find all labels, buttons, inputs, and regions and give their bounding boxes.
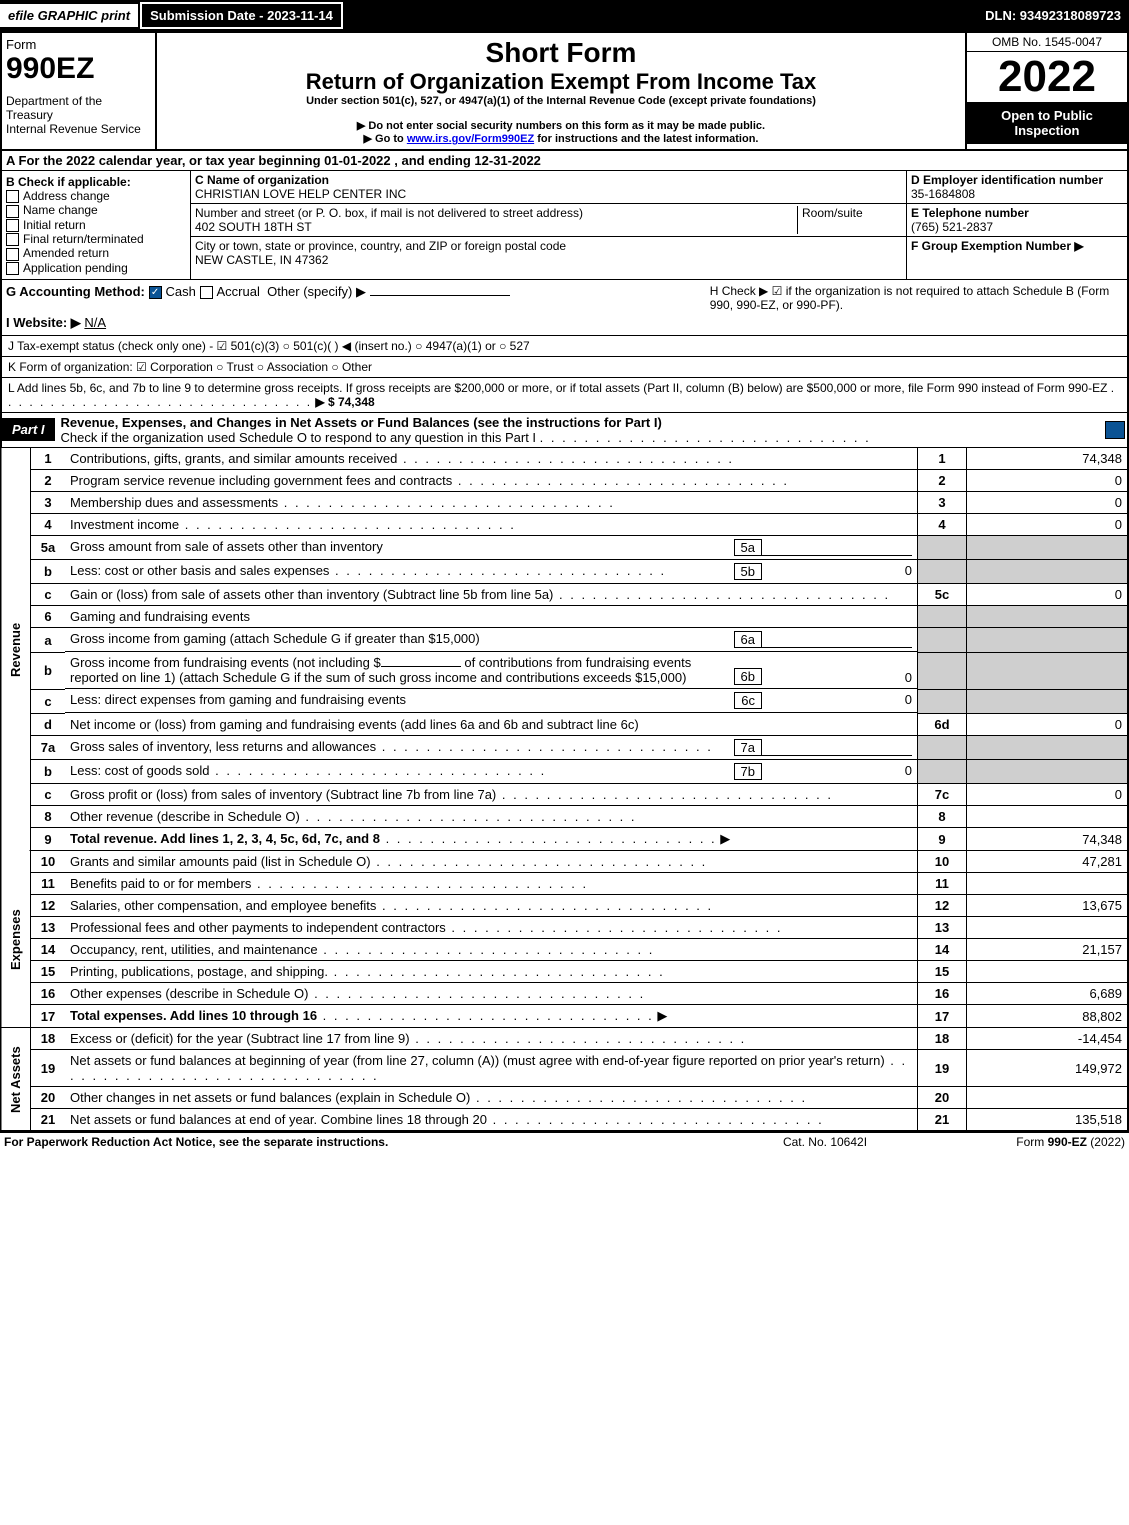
footer-left: For Paperwork Reduction Act Notice, see …: [4, 1135, 725, 1149]
goto-link[interactable]: www.irs.gov/Form990EZ: [407, 133, 534, 145]
dept: Department of the Treasury: [6, 94, 151, 122]
section-def: D Employer identification number 35-1684…: [906, 171, 1127, 279]
opt-name-change[interactable]: Name change: [6, 203, 186, 217]
short-form-title: Short Form: [161, 37, 961, 69]
org-name: CHRISTIAN LOVE HELP CENTER INC: [195, 187, 406, 201]
street-label: Number and street (or P. O. box, if mail…: [195, 206, 583, 220]
revenue-sidebar: Revenue: [1, 448, 31, 851]
goto-line: ▶ Go to www.irs.gov/Form990EZ for instru…: [161, 132, 961, 145]
section-bcd: B Check if applicable: Address change Na…: [0, 171, 1129, 280]
accrual-label: Accrual: [217, 284, 260, 299]
expenses-sidebar: Expenses: [1, 851, 31, 1028]
section-gh: G Accounting Method: ✓ Cash Accrual Other…: [0, 280, 1129, 336]
opt-initial-return[interactable]: Initial return: [6, 218, 186, 232]
lines-table: Revenue 1 Contributions, gifts, grants, …: [0, 448, 1129, 1132]
netassets-sidebar: Net Assets: [1, 1028, 31, 1131]
section-a: A For the 2022 calendar year, or tax yea…: [0, 151, 1129, 171]
schedule-o-checkbox[interactable]: [1105, 421, 1125, 439]
tel-label: E Telephone number: [911, 206, 1029, 220]
under-section: Under section 501(c), 527, or 4947(a)(1)…: [161, 95, 961, 107]
group-label: F Group Exemption Number ▶: [911, 239, 1084, 253]
opt-address-change[interactable]: Address change: [6, 189, 186, 203]
footer-right: Form 990-EZ (2022): [925, 1135, 1125, 1149]
form-header: Form 990EZ Department of the Treasury In…: [0, 33, 1129, 151]
dln: DLN: 93492318089723: [977, 4, 1129, 27]
footer: For Paperwork Reduction Act Notice, see …: [0, 1131, 1129, 1151]
ein: 35-1684808: [911, 187, 975, 201]
opt-final-return[interactable]: Final return/terminated: [6, 232, 186, 246]
section-j: J Tax-exempt status (check only one) - ☑…: [0, 336, 1129, 357]
website: N/A: [84, 315, 106, 330]
cash-label: Cash: [166, 284, 196, 299]
part-1-subtitle: Check if the organization used Schedule …: [61, 430, 537, 445]
other-label: Other (specify) ▶: [267, 284, 366, 299]
open-inspection: Open to Public Inspection: [967, 102, 1127, 144]
efile-label: efile GRAPHIC print: [0, 4, 138, 27]
tel: (765) 521-2837: [911, 220, 993, 234]
room-label: Room/suite: [797, 206, 902, 234]
footer-mid: Cat. No. 10642I: [725, 1135, 925, 1149]
section-b-title: B Check if applicable:: [6, 175, 186, 189]
submission-date: Submission Date - 2023-11-14: [140, 2, 343, 29]
ein-label: D Employer identification number: [911, 173, 1103, 187]
opt-application-pending[interactable]: Application pending: [6, 261, 186, 275]
part-1-header: Part I Revenue, Expenses, and Changes in…: [0, 413, 1129, 448]
form-number: 990EZ: [6, 52, 151, 86]
part-1-label: Part I: [2, 418, 55, 441]
accrual-checkbox[interactable]: [200, 286, 213, 299]
section-k: K Form of organization: ☑ Corporation ○ …: [0, 357, 1129, 378]
return-title: Return of Organization Exempt From Incom…: [161, 69, 961, 95]
no-ssn: ▶ Do not enter social security numbers o…: [161, 119, 961, 132]
part-1-title: Revenue, Expenses, and Changes in Net As…: [61, 415, 662, 430]
irs: Internal Revenue Service: [6, 122, 151, 136]
city-label: City or town, state or province, country…: [195, 239, 566, 253]
i-label: I Website: ▶: [6, 315, 81, 330]
section-b: B Check if applicable: Address change Na…: [2, 171, 191, 279]
c-name-label: C Name of organization: [195, 173, 329, 187]
top-bar: efile GRAPHIC print Submission Date - 20…: [0, 0, 1129, 33]
g-label: G Accounting Method:: [6, 284, 145, 299]
section-c: C Name of organization CHRISTIAN LOVE HE…: [191, 171, 906, 279]
city: NEW CASTLE, IN 47362: [195, 253, 328, 267]
street: 402 SOUTH 18TH ST: [195, 220, 312, 234]
year: 2022: [967, 52, 1127, 102]
cash-checkbox[interactable]: ✓: [149, 286, 162, 299]
opt-amended-return[interactable]: Amended return: [6, 246, 186, 260]
form-label: Form: [6, 37, 151, 52]
section-l: L Add lines 5b, 6c, and 7b to line 9 to …: [0, 378, 1129, 413]
section-h: H Check ▶ ☑ if the organization is not r…: [710, 284, 1123, 331]
omb: OMB No. 1545-0047: [967, 33, 1127, 52]
